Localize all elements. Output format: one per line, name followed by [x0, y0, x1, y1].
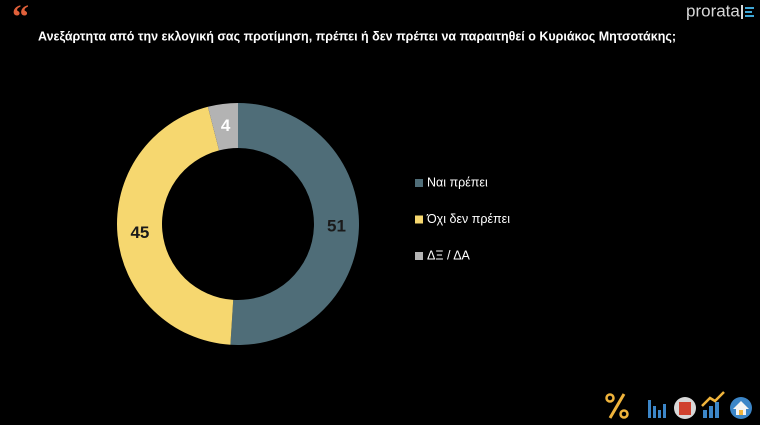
- icon-shape: [703, 410, 707, 418]
- icon-shape: [733, 401, 749, 415]
- brand-bar: [745, 15, 754, 17]
- donut-slice: [230, 103, 360, 345]
- data-label: 51: [327, 217, 346, 236]
- legend-swatch: [415, 215, 423, 224]
- icon-stroke: [608, 393, 626, 419]
- ballot-icon: [674, 397, 696, 419]
- donut-slice: [117, 106, 234, 345]
- brand-mark: [741, 5, 754, 19]
- chart-title: Ανεξάρτητα από την εκλογική σας προτίμησ…: [38, 29, 676, 43]
- data-label: 4: [221, 116, 231, 135]
- percent-icon: [605, 393, 629, 419]
- brand-bar: [745, 7, 754, 9]
- donut-slice: [207, 103, 238, 151]
- brand-logo: prorata: [686, 1, 740, 20]
- data-label: 45: [130, 223, 149, 242]
- icon-shape: [648, 400, 651, 418]
- icon-shape: [739, 410, 743, 415]
- brand-bar: [745, 11, 752, 13]
- quote-mark: “: [12, 0, 29, 36]
- legend-label: Ναι πρέπει: [427, 175, 488, 189]
- icon-stroke: [619, 409, 629, 419]
- legend-label: ΔΞ / ΔΑ: [427, 248, 471, 262]
- icon-shape: [663, 404, 666, 418]
- legend-label: Όχι δεν πρέπει: [426, 212, 510, 226]
- home-icon: [730, 397, 752, 419]
- icon-shape: [658, 410, 661, 418]
- bars-icon: [648, 400, 666, 418]
- growth-icon: [701, 391, 725, 418]
- footer-icons: [605, 391, 752, 419]
- legend-swatch: [415, 179, 423, 187]
- legend-swatch: [415, 252, 423, 260]
- icon-shape: [715, 402, 719, 418]
- brand-bar: [741, 5, 743, 19]
- icon-shape: [653, 406, 656, 418]
- icon-stroke: [701, 391, 725, 407]
- icon-shape: [679, 402, 691, 415]
- icon-shape: [709, 406, 713, 418]
- icon-stroke: [605, 393, 615, 403]
